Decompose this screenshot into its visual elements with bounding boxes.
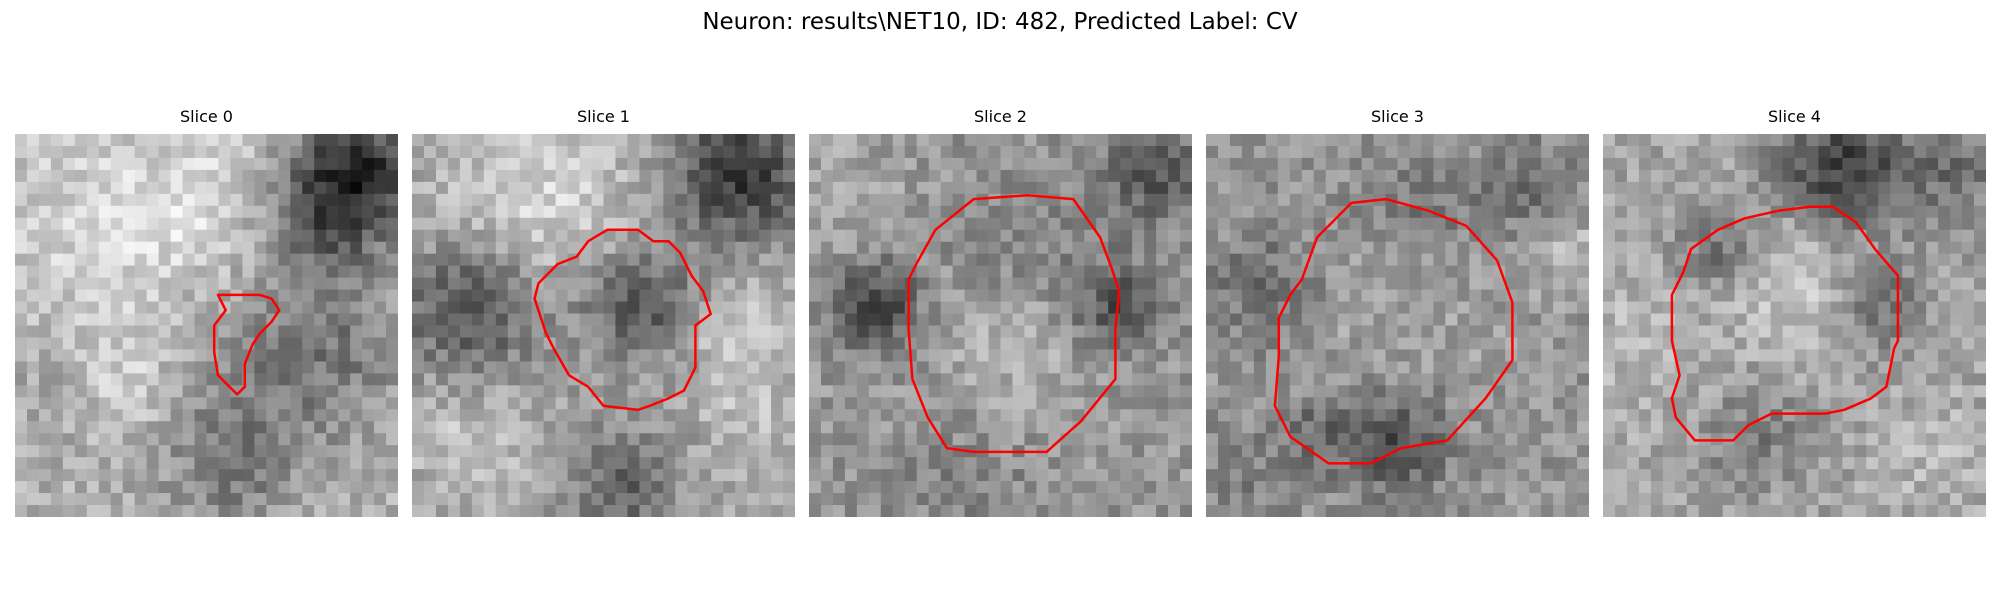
panel-title: Slice 1 bbox=[577, 107, 630, 126]
slice-pixels bbox=[15, 134, 398, 517]
slice-image bbox=[1603, 134, 1986, 517]
slice-pixels bbox=[412, 134, 795, 517]
slice-pixels bbox=[1206, 134, 1589, 517]
slice-pixels bbox=[809, 134, 1192, 517]
segmentation-contour bbox=[1670, 205, 1900, 442]
slice-panel-1: Slice 1 bbox=[412, 107, 795, 517]
segmentation-contour bbox=[212, 293, 281, 396]
slice-panel-2: Slice 2 bbox=[809, 107, 1192, 517]
slice-image bbox=[412, 134, 795, 517]
panel-title: Slice 0 bbox=[180, 107, 233, 126]
slice-image bbox=[809, 134, 1192, 517]
slice-panel-4: Slice 4 bbox=[1603, 107, 1986, 517]
slice-pixels bbox=[1603, 134, 1986, 517]
segmentation-contour bbox=[907, 194, 1121, 454]
panel-title: Slice 4 bbox=[1768, 107, 1821, 126]
segmentation-contour bbox=[1273, 197, 1514, 465]
slice-image bbox=[15, 134, 398, 517]
panel-title: Slice 3 bbox=[1371, 107, 1424, 126]
slice-image bbox=[1206, 134, 1589, 517]
slice-panel-0: Slice 0 bbox=[15, 107, 398, 517]
figure-title: Neuron: results\NET10, ID: 482, Predicte… bbox=[702, 9, 1298, 35]
segmentation-contour bbox=[533, 228, 712, 412]
panel-title: Slice 2 bbox=[974, 107, 1027, 126]
slice-panel-3: Slice 3 bbox=[1206, 107, 1589, 517]
